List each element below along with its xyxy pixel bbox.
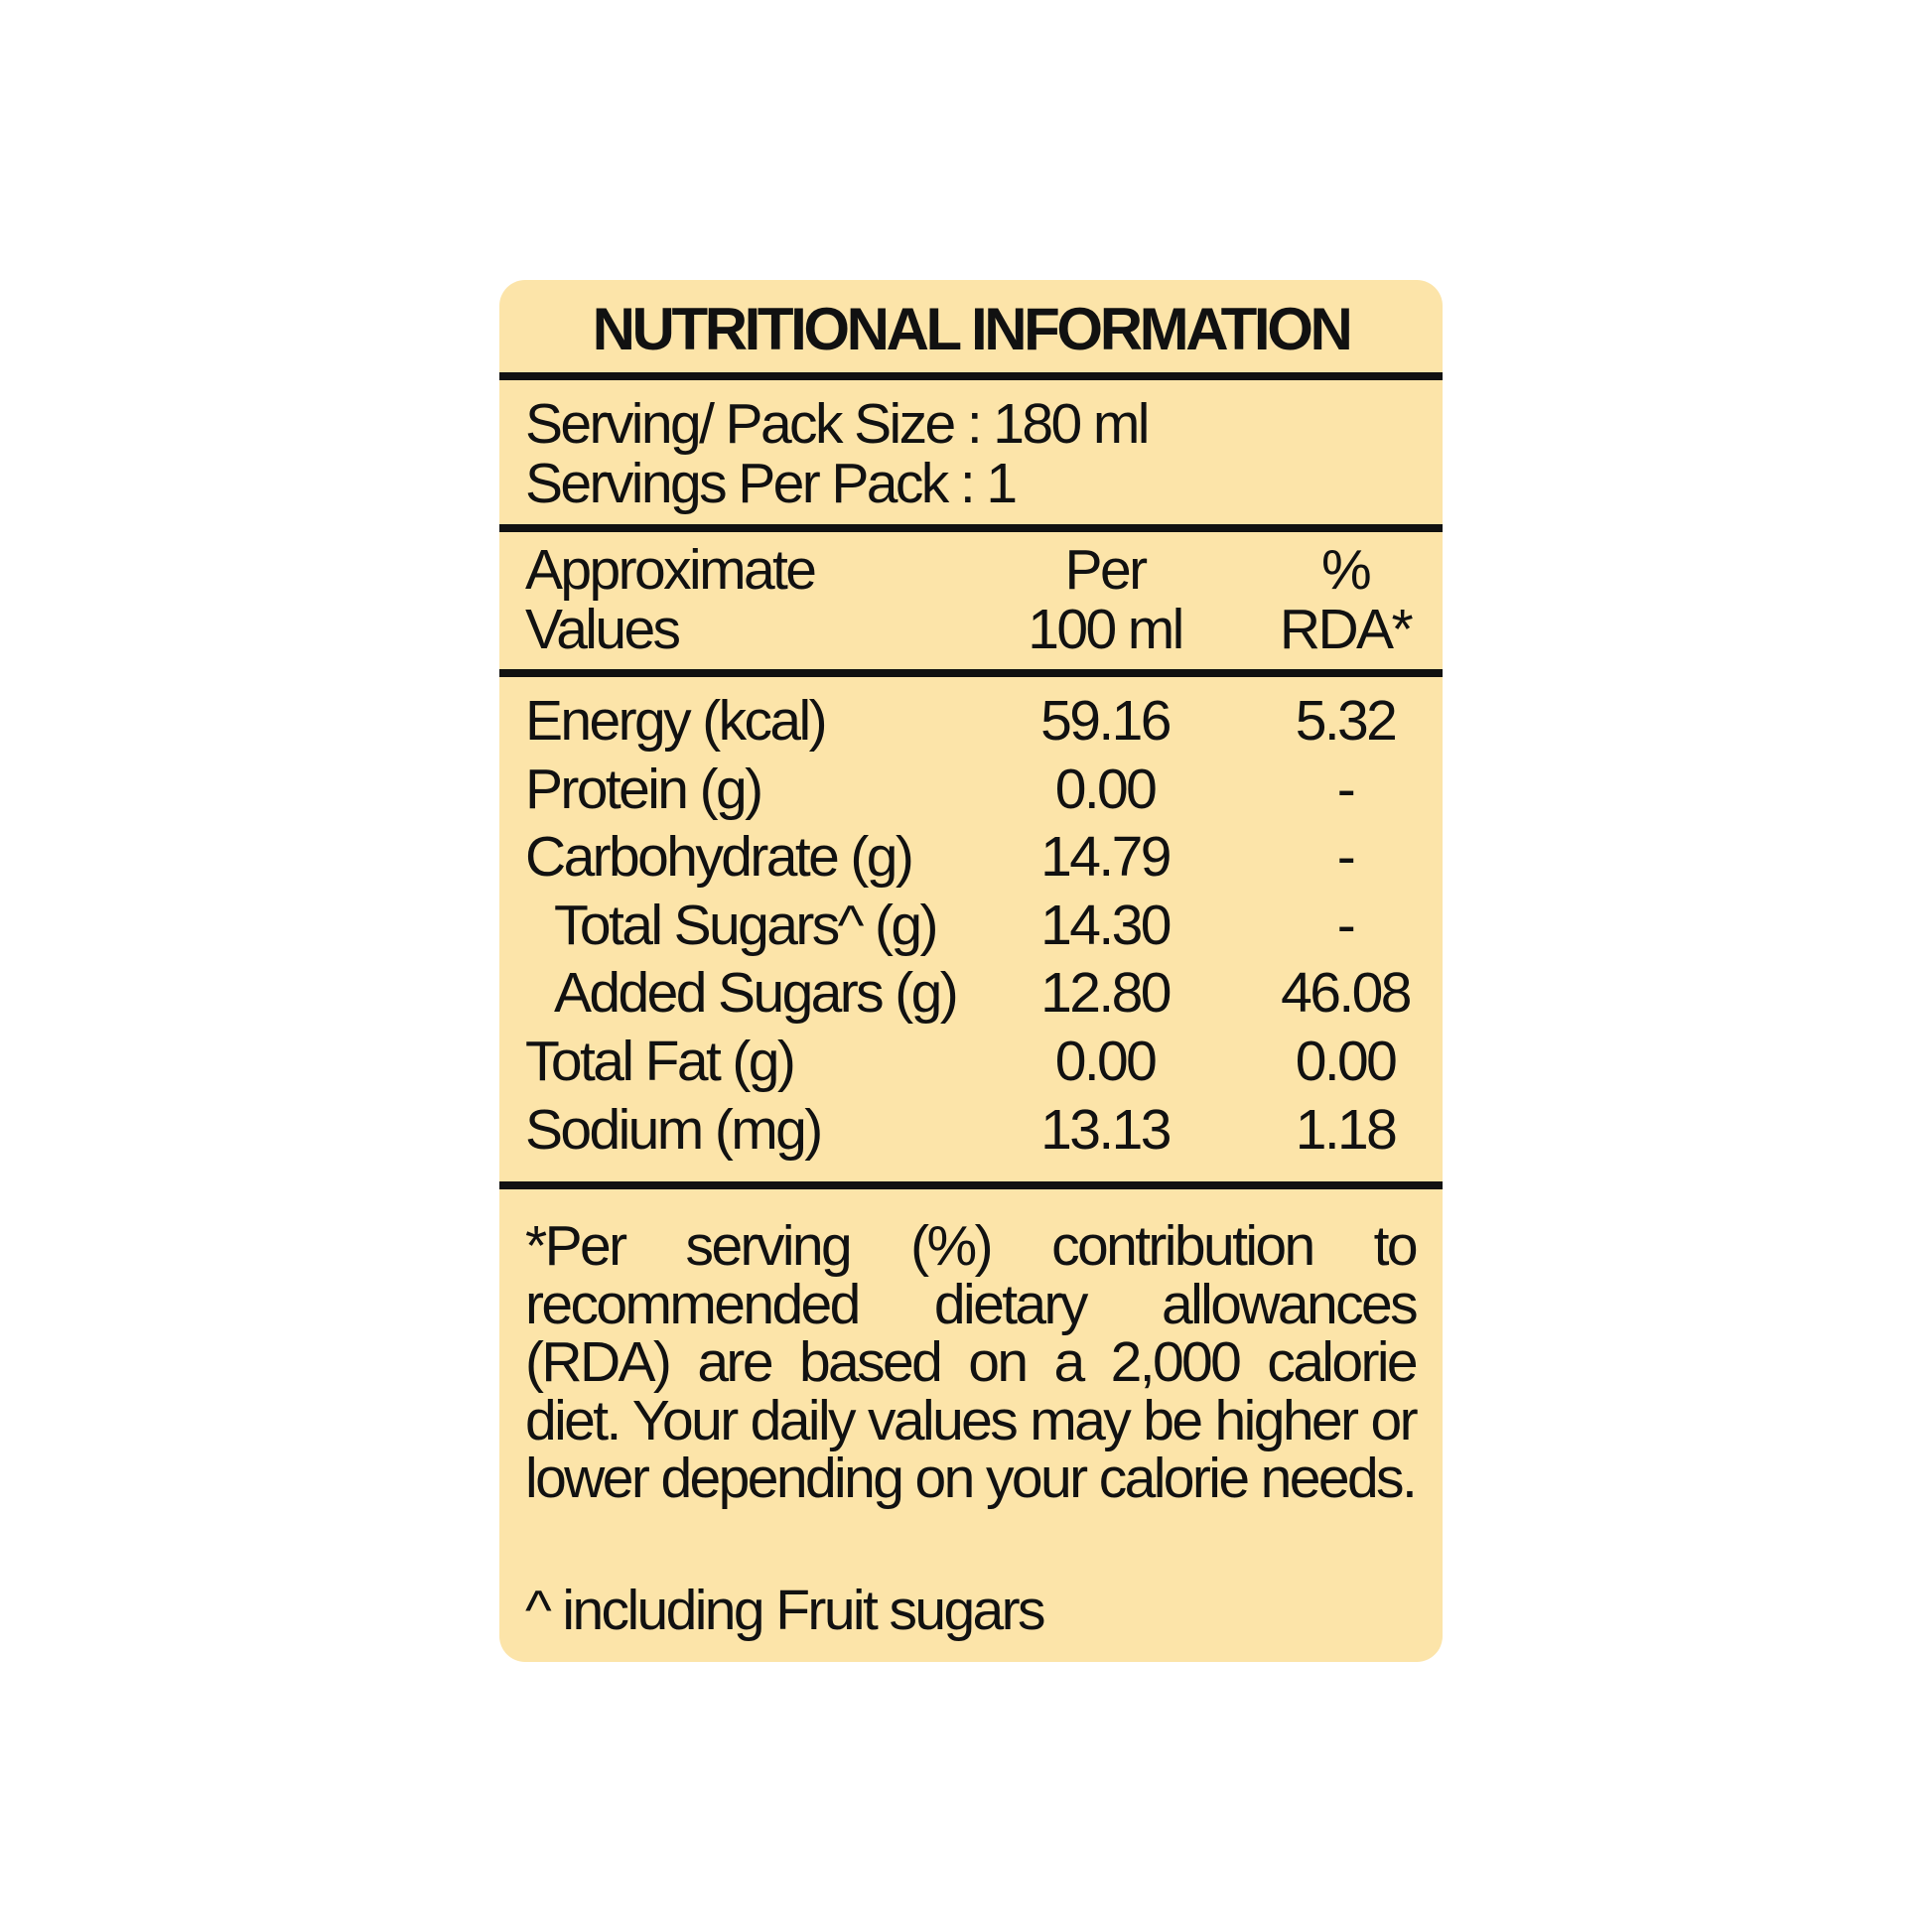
nutrient-per-100ml: 0.00	[1054, 1030, 1158, 1093]
nutrient-name: Protein (g)	[525, 757, 763, 821]
footnote-line: (RDA) are based on a 2,000 calorie	[525, 1330, 1419, 1395]
divider	[499, 524, 1443, 532]
nutrient-name: Total Fat (g)	[525, 1030, 796, 1093]
nutrient-per-100ml: 14.30	[1040, 893, 1172, 957]
footnote-line: lower depending on your calorie needs.	[525, 1447, 1418, 1511]
nutrient-rda: 5.32	[1295, 689, 1398, 753]
header-values-line2: Values	[525, 598, 681, 661]
servings-per-pack: Servings Per Pack : 1	[525, 452, 1018, 515]
nutrient-rda: 0.00	[1295, 1030, 1398, 1093]
label-title: NUTRITIONAL INFORMATION	[592, 296, 1353, 362]
sugar-footnote: ^ including Fruit sugars	[525, 1579, 1046, 1642]
header-per-line2: 100 ml	[1028, 598, 1184, 661]
serving-pack-size: Serving/ Pack Size : 180 ml	[525, 392, 1150, 456]
header-rda-line1: %	[1320, 538, 1372, 602]
nutrient-per-100ml: 0.00	[1054, 757, 1158, 821]
divider	[499, 1181, 1443, 1189]
nutrient-rda: -	[1336, 893, 1356, 957]
nutrient-rda: -	[1336, 757, 1356, 821]
rda-footnote: *Per serving (%) contribution to recomme…	[525, 1214, 1419, 1511]
nutrient-per-100ml: 59.16	[1040, 689, 1172, 753]
nutrient-name: Carbohydrate (g)	[525, 825, 914, 890]
nutrient-name: Sodium (mg)	[525, 1097, 823, 1162]
nutrient-rda: -	[1336, 825, 1356, 890]
nutrient-rda: 1.18	[1295, 1097, 1398, 1162]
header-rda-line2: RDA*	[1279, 598, 1414, 661]
nutrient-rda: 46.08	[1281, 961, 1412, 1026]
nutrient-name: Total Sugars^ (g)	[554, 893, 938, 957]
footnote-line: diet. Your daily values may be higher or	[525, 1388, 1419, 1452]
divider	[499, 669, 1443, 677]
header-per-line1: Per	[1064, 538, 1149, 602]
nutrient-per-100ml: 13.13	[1040, 1097, 1172, 1162]
nutrient-per-100ml: 14.79	[1040, 825, 1172, 890]
footnote-line: *Per serving (%) contribution to	[525, 1214, 1419, 1278]
nutrient-per-100ml: 12.80	[1040, 961, 1172, 1026]
footnote-line: recommended dietary allowances	[525, 1272, 1419, 1336]
nutrient-name: Energy (kcal)	[525, 689, 828, 753]
nutrient-name: Added Sugars (g)	[554, 961, 959, 1026]
nutrition-label: NUTRITIONAL INFORMATION Serving/ Pack Si…	[499, 280, 1443, 1662]
header-values-line1: Approximate	[525, 538, 817, 602]
divider	[499, 372, 1443, 380]
